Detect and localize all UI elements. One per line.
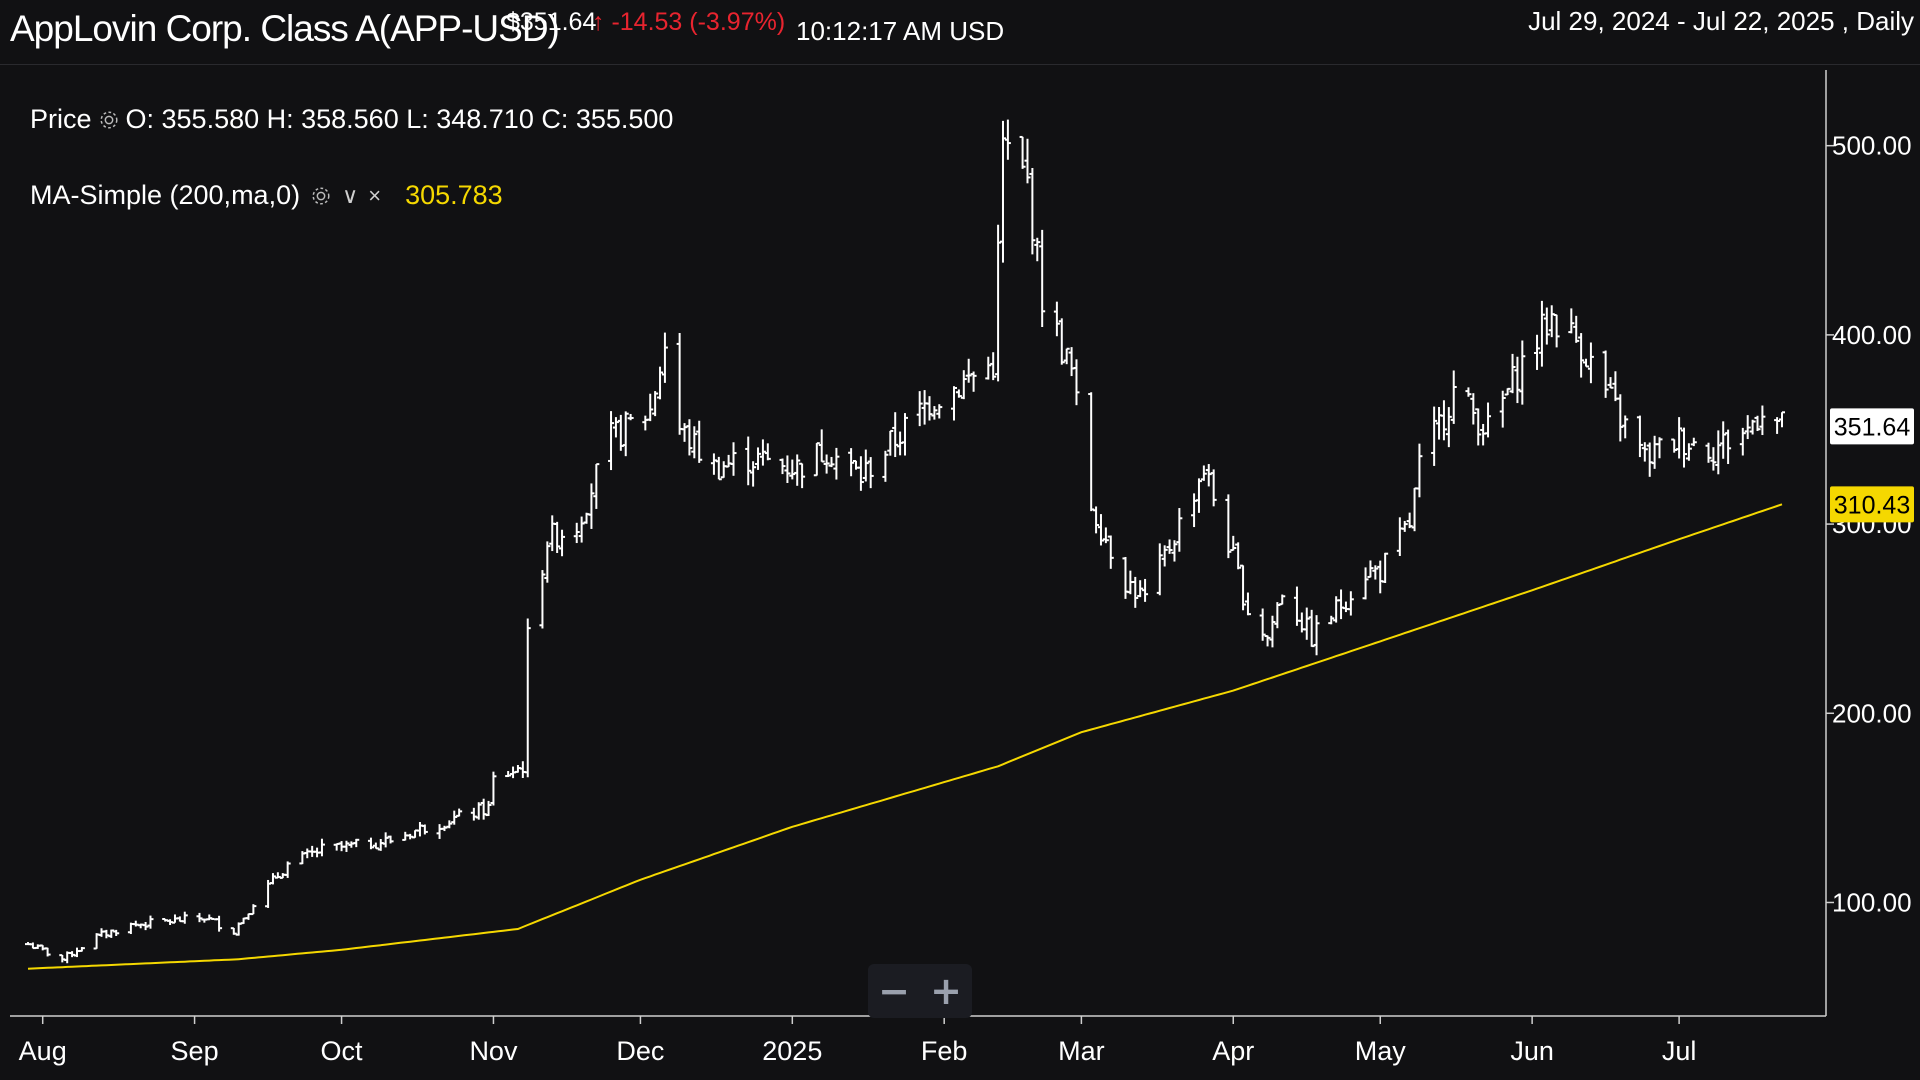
x-tick-label: May bbox=[1355, 1036, 1407, 1066]
y-tick-label: 100.00 bbox=[1832, 887, 1912, 917]
x-tick-label: Oct bbox=[321, 1036, 364, 1066]
x-tick-label: Aug bbox=[19, 1036, 67, 1066]
y-tick-label: 400.00 bbox=[1832, 320, 1912, 350]
y-tick-label: 500.00 bbox=[1832, 131, 1912, 161]
price-legend: Price O: 355.580 H: 358.560 L: 348.710 C… bbox=[30, 104, 673, 135]
x-tick-label: Feb bbox=[921, 1036, 968, 1066]
last-ma-tag bbox=[1830, 486, 1914, 523]
gear-icon[interactable] bbox=[310, 185, 332, 207]
quote-time: 10:12:17 AM USD bbox=[796, 16, 1005, 46]
chevron-down-icon[interactable]: ∨ bbox=[342, 182, 359, 208]
last-price-tag bbox=[1830, 408, 1914, 445]
header: AppLovin Corp. Class A(APP-USD) $351.64 … bbox=[0, 0, 1920, 65]
x-tick-label: Dec bbox=[616, 1036, 664, 1066]
change-arrow-icon: ↑ bbox=[592, 8, 605, 36]
last-price-label: 351.64 bbox=[1834, 413, 1911, 441]
close-icon[interactable]: × bbox=[368, 182, 382, 208]
x-tick-label: Jun bbox=[1510, 1036, 1554, 1066]
ma-value: 305.783 bbox=[405, 180, 503, 210]
zoom-in-button[interactable]: + bbox=[930, 969, 962, 1013]
price-legend-label: Price bbox=[30, 104, 92, 134]
ma-legend-label: MA-Simple (200,ma,0) bbox=[30, 180, 301, 210]
ma-line bbox=[27, 503, 1783, 970]
last-ma-label: 310.43 bbox=[1834, 491, 1910, 519]
x-tick-label: Jul bbox=[1662, 1036, 1697, 1066]
current-price: $351.64 bbox=[506, 8, 597, 36]
x-tick-label: Apr bbox=[1212, 1036, 1254, 1066]
x-tick-label: Nov bbox=[469, 1036, 518, 1066]
x-tick-label: Sep bbox=[171, 1036, 219, 1066]
price-change: ↑ -14.53 (-3.97%) bbox=[592, 8, 785, 37]
zoom-controls: − + bbox=[868, 964, 972, 1018]
x-tick-label: 2025 bbox=[762, 1036, 822, 1066]
change-value: -14.53 (-3.97%) bbox=[611, 8, 786, 36]
zoom-out-button[interactable]: − bbox=[878, 969, 910, 1013]
instrument-title: AppLovin Corp. Class A(APP-USD) bbox=[10, 8, 560, 49]
gear-icon[interactable] bbox=[98, 109, 120, 131]
ohlc-values: O: 355.580 H: 358.560 L: 348.710 C: 355.… bbox=[125, 104, 674, 134]
y-tick-label: 200.00 bbox=[1832, 698, 1912, 728]
ma-legend: MA-Simple (200,ma,0) ∨ × 305.783 bbox=[30, 180, 503, 211]
date-range[interactable]: Jul 29, 2024 - Jul 22, 2025 , Daily bbox=[1528, 6, 1914, 36]
x-tick-label: Mar bbox=[1058, 1036, 1105, 1066]
